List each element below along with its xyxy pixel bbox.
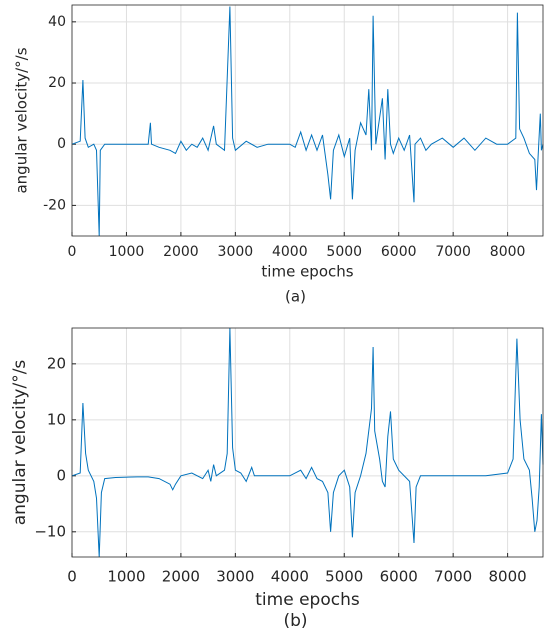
y-tick-label: 40 xyxy=(48,14,66,30)
x-tick-label: 4000 xyxy=(272,244,308,260)
caption: (b) xyxy=(283,611,307,631)
x-tick-label: 7000 xyxy=(435,244,471,260)
x-tick-label: 6000 xyxy=(381,244,417,260)
x-tick-label: 0 xyxy=(67,568,77,586)
y-tick-label: 0 xyxy=(56,466,66,484)
y-tick-label: −10 xyxy=(34,522,66,540)
x-tick-label: 2000 xyxy=(163,244,199,260)
caption: (a) xyxy=(285,288,306,306)
plot-frame xyxy=(71,4,544,237)
x-tick-label: 5000 xyxy=(326,244,362,260)
x-tick-label: 1000 xyxy=(107,568,145,586)
y-tick-label: -20 xyxy=(43,197,66,213)
y-tick-label: 0 xyxy=(57,136,66,152)
plot-area xyxy=(72,5,543,236)
x-tick-label: 8000 xyxy=(489,568,527,586)
x-tick-label: 8000 xyxy=(490,244,526,260)
y-axis-label: angular velocity/°/s xyxy=(10,360,30,526)
x-tick-label: 3000 xyxy=(216,568,254,586)
y-axis-label: angular velocity/°/s xyxy=(13,47,31,193)
plot-area xyxy=(72,328,543,557)
x-tick-label: 2000 xyxy=(162,568,200,586)
y-tick-label: 20 xyxy=(48,75,66,91)
x-axis-label: time epochs xyxy=(255,590,360,610)
x-tick-label: 1000 xyxy=(109,244,145,260)
x-tick-label: 7000 xyxy=(434,568,472,586)
x-tick-label: 4000 xyxy=(271,568,309,586)
y-tick-label: 20 xyxy=(47,354,66,372)
x-axis-label: time epochs xyxy=(261,263,353,281)
x-tick-label: 6000 xyxy=(380,568,418,586)
x-tick-label: 0 xyxy=(68,244,77,260)
x-tick-label: 3000 xyxy=(218,244,254,260)
plot-frame xyxy=(71,327,544,558)
data-line xyxy=(71,327,544,558)
y-tick-label: 10 xyxy=(47,410,66,428)
x-tick-label: 5000 xyxy=(325,568,363,586)
data-line xyxy=(71,6,544,237)
